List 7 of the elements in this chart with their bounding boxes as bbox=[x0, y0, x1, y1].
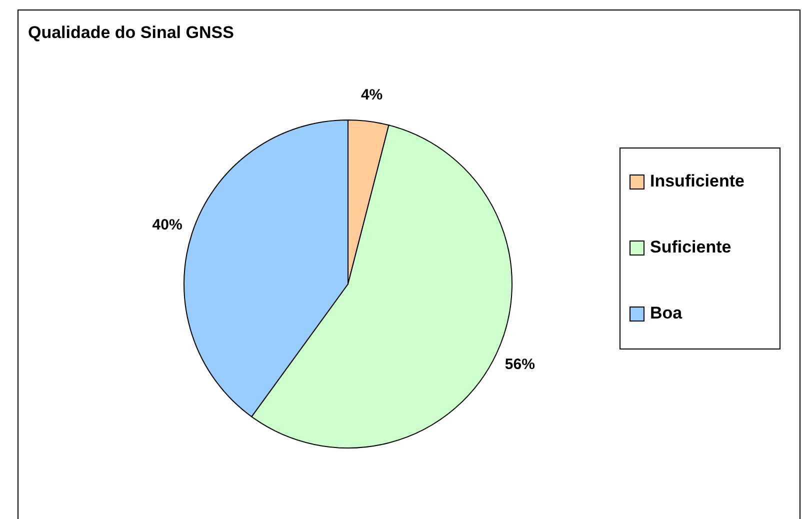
data-label: 4% bbox=[360, 86, 383, 104]
data-label: 40% bbox=[152, 216, 182, 234]
legend-label: Suficiente bbox=[650, 237, 732, 256]
data-label: 56% bbox=[504, 356, 535, 373]
chart-title: Qualidade do Sinal GNSS bbox=[28, 23, 234, 42]
legend-label: Insuficiente bbox=[650, 171, 744, 190]
legend-label: Boa bbox=[650, 303, 683, 322]
